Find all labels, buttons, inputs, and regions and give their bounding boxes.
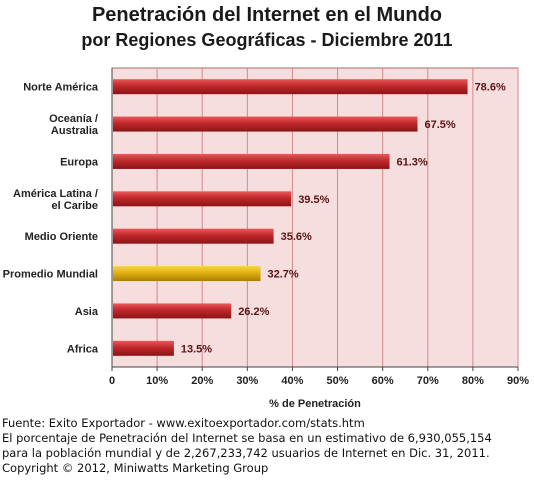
bar — [113, 153, 390, 169]
x-tick-label: 90% — [507, 375, 529, 387]
x-tick-label: 80% — [462, 375, 484, 387]
x-tick-label: 0 — [109, 375, 115, 387]
plot-area — [111, 67, 519, 368]
bar-chart: 0 10% 20% 30% 40% 50% 60% 70% 80% 90% 78.6% Norte A… — [3, 67, 529, 410]
x-tick-label: 70% — [417, 375, 439, 387]
category-label: Norte América — [23, 82, 99, 94]
category-label: Africa — [67, 343, 99, 355]
bar — [113, 191, 292, 207]
category-label: Europa — [60, 156, 99, 168]
x-tick-label: 40% — [281, 375, 303, 387]
bar — [113, 303, 232, 319]
bar-value-label: 61.3% — [397, 156, 428, 168]
x-tick-label: 10% — [146, 375, 168, 387]
x-tick-label: 20% — [191, 375, 213, 387]
x-tick-label: 30% — [236, 375, 258, 387]
bar-value-label: 13.5% — [181, 343, 212, 355]
chart-title: Penetración del Internet en el Mundo — [91, 4, 443, 26]
bar-value-label: 39.5% — [298, 194, 329, 206]
footer-notes: Fuente: Exito Exportador - www.exitoexpo… — [2, 416, 492, 476]
category-label: Asia — [75, 306, 99, 318]
bar-value-label: 67.5% — [425, 119, 456, 131]
bar — [113, 79, 468, 95]
source-text: Fuente: Exito Exportador - www.exitoexpo… — [2, 416, 365, 430]
x-tick-label: 50% — [327, 375, 349, 387]
category-label: Medio Oriente — [25, 231, 98, 243]
chart-subtitle: por Regiones Geográficas - Diciembre 201… — [81, 30, 453, 50]
x-tick-label: 60% — [372, 375, 394, 387]
bar-highlight — [113, 266, 261, 282]
bar — [113, 116, 418, 132]
note-line-2: para la población mundial y de 2,267,233… — [2, 446, 490, 460]
bar — [113, 228, 274, 244]
bar-value-label: 26.2% — [238, 306, 269, 318]
bar-value-label: 78.6% — [475, 82, 506, 94]
category-label: Oceanía / Australia — [49, 113, 99, 137]
x-axis-title: % de Penetración — [269, 398, 361, 410]
copyright-text: Copyright © 2012, Miniwatts Marketing Gr… — [2, 461, 269, 475]
bar-value-label: 32.7% — [268, 269, 299, 281]
bar — [113, 340, 174, 356]
category-label: América Latina / el Caribe — [13, 188, 98, 212]
category-label: Promedio Mundial — [3, 269, 98, 281]
note-line-1: El porcentaje de Penetración del Interne… — [2, 431, 492, 445]
bar-value-label: 35.6% — [281, 231, 312, 243]
